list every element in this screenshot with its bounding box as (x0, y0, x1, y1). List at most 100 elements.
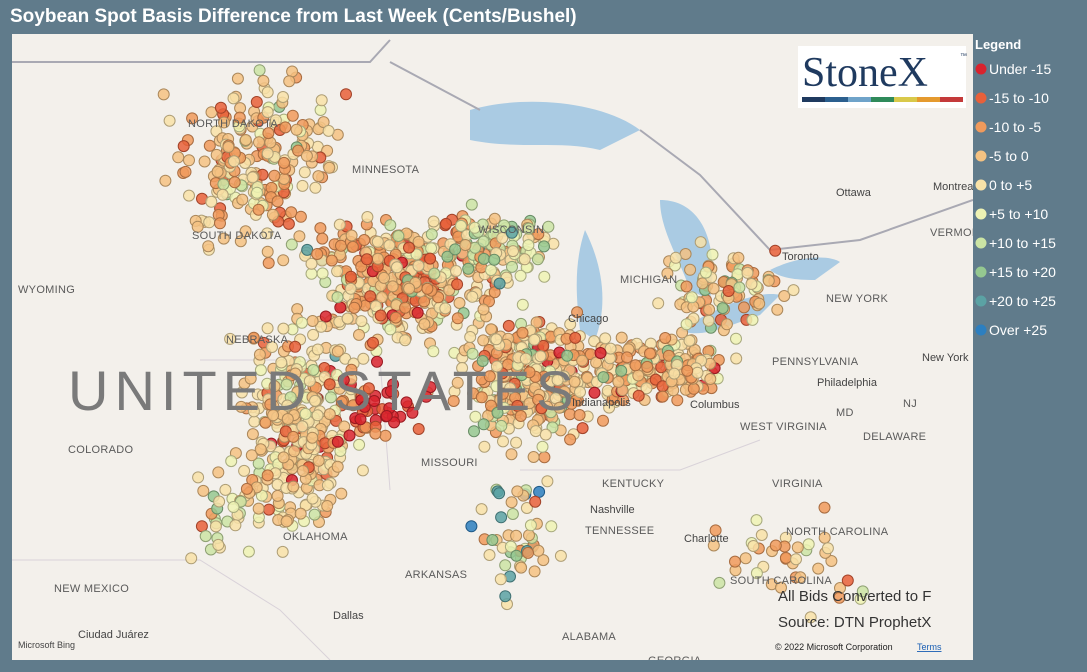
bid-location (324, 391, 337, 404)
bid-location (499, 559, 512, 572)
bid-location (424, 252, 437, 265)
bid-location (306, 315, 319, 327)
bid-location (358, 234, 371, 246)
logo-stripe (802, 97, 825, 102)
bid-location (246, 171, 259, 184)
bid-location (316, 232, 329, 245)
bid-location (447, 395, 460, 407)
bid-location (495, 511, 508, 524)
place-label: MICHIGAN (620, 274, 677, 286)
bid-location (354, 413, 367, 426)
bid-location (597, 414, 609, 427)
bid-location (466, 347, 479, 360)
bid-location (289, 340, 302, 353)
bid-location (462, 262, 475, 275)
legend-label: 0 to +5 (989, 177, 1032, 193)
bid-location (333, 218, 346, 231)
bid-location (485, 264, 497, 277)
bid-location (656, 390, 669, 403)
place-label: SOUTH DAKOTA (192, 230, 282, 242)
bid-location (311, 409, 324, 422)
legend-swatch (975, 150, 987, 162)
terms-link[interactable]: Terms (917, 642, 942, 652)
bid-location (389, 311, 402, 324)
bid-location (825, 555, 838, 567)
bid-location (529, 495, 542, 508)
bid-location (262, 127, 275, 140)
bid-location (588, 386, 601, 399)
bid-location (778, 290, 791, 302)
bid-location (755, 529, 768, 541)
bid-location (779, 551, 792, 564)
bid-location (379, 429, 392, 442)
bid-location (856, 585, 869, 598)
bid-location (750, 514, 763, 527)
bid-location (371, 235, 384, 248)
bid-location (391, 261, 403, 274)
dot-layer (157, 64, 869, 624)
place-label: NJ (903, 398, 917, 410)
legend-label: +15 to +20 (989, 264, 1056, 280)
bid-location (231, 72, 244, 85)
bid-location (571, 306, 584, 319)
bid-location (380, 410, 393, 422)
bid-location (576, 422, 589, 435)
bid-location (451, 312, 464, 325)
city-label: New York (922, 352, 969, 364)
bid-location (531, 253, 544, 266)
bid-location (456, 362, 469, 374)
bid-location (278, 156, 290, 169)
bid-location (615, 331, 628, 344)
bid-location (604, 342, 617, 355)
bid-location (235, 400, 248, 413)
bid-location (253, 64, 266, 77)
bid-location (253, 136, 265, 149)
bid-location (475, 391, 488, 404)
bid-location (335, 395, 348, 408)
bid-location (709, 524, 722, 537)
bid-location (410, 248, 423, 261)
bid-location (214, 101, 227, 114)
bid-location (652, 297, 665, 310)
bid-location (529, 425, 542, 438)
bid-location (691, 366, 704, 379)
bid-location (477, 235, 490, 248)
bid-location (516, 326, 529, 339)
bid-location (257, 74, 270, 87)
bid-location (455, 219, 467, 232)
bid-location (707, 282, 720, 295)
city-label: Philadelphia (817, 377, 878, 389)
bid-location (246, 428, 259, 441)
bid-location (289, 367, 302, 380)
bid-location (421, 282, 434, 295)
bid-location (345, 363, 358, 376)
bid-location (818, 531, 831, 544)
bid-location (747, 540, 760, 552)
bid-location (477, 252, 490, 265)
bid-location (771, 303, 784, 316)
bid-location (250, 96, 263, 108)
bid-location (403, 241, 415, 254)
bid-location (315, 320, 328, 333)
bid-location (322, 124, 335, 137)
bid-location (323, 378, 336, 391)
bid-location (277, 322, 290, 335)
legend-label: +10 to +15 (989, 235, 1056, 251)
legend-swatch (975, 295, 987, 307)
legend-swatch (975, 63, 987, 75)
bid-location (412, 423, 425, 435)
bid-location (427, 345, 440, 358)
bid-location (301, 243, 314, 256)
bid-location (343, 429, 356, 442)
bid-location (514, 410, 527, 422)
bid-location (516, 298, 529, 311)
city-label: Ciudad Juárez (78, 629, 149, 641)
bid-location (565, 397, 578, 410)
bid-location (335, 487, 348, 500)
bid-location (519, 352, 532, 365)
place-label: MINNESOTA (352, 164, 420, 176)
map: NORTH DAKOTA MINNESOTA SOUTH DAKOTA WYOM… (12, 34, 973, 660)
bid-location (211, 165, 224, 178)
bid-location (209, 520, 222, 533)
